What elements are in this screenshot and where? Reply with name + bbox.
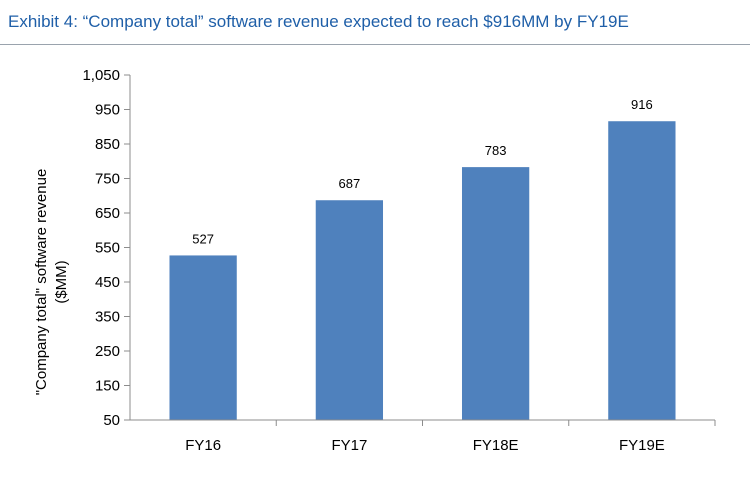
chart-axes — [129, 75, 715, 421]
data-label-fy17: 687 — [339, 176, 361, 191]
data-label-fy16: 527 — [192, 231, 214, 246]
bar-series — [169, 121, 676, 420]
x-category-label-fy18e: FY18E — [473, 437, 519, 454]
x-axis-category-labels: FY16 FY17 FY18E FY19E — [185, 420, 716, 454]
x-category-label-fy17: FY17 — [331, 437, 367, 454]
x-category-label-fy16: FY16 — [185, 437, 221, 454]
x-category-label-fy19e: FY19E — [619, 437, 665, 454]
y-tick-label: 850 — [95, 136, 120, 153]
y-tick-label: 650 — [95, 205, 120, 222]
y-tick-label: 750 — [95, 171, 120, 188]
y-axis-ticks: 50 150 250 350 450 550 650 750 850 950 1,050 — [82, 67, 130, 429]
y-axis-title-line-2: ($MM) — [53, 260, 70, 303]
y-tick-label: 50 — [103, 412, 120, 429]
data-labels: 527 687 783 916 — [192, 97, 652, 246]
title-divider — [0, 44, 750, 45]
bar-fy19e — [608, 121, 676, 420]
y-tick-label: 350 — [95, 309, 120, 326]
y-tick-label: 450 — [95, 274, 120, 291]
y-axis-title-line-1: "Company total" software revenue — [33, 169, 50, 396]
y-tick-label: 950 — [95, 102, 120, 119]
bar-fy16 — [169, 255, 237, 420]
bar-fy17 — [315, 200, 384, 420]
y-tick-label: 550 — [95, 240, 120, 257]
bar-fy18e — [461, 167, 530, 420]
y-tick-label: 1,050 — [82, 67, 120, 84]
y-tick-label: 250 — [95, 343, 120, 360]
exhibit-title: Exhibit 4: “Company total” software reve… — [8, 12, 629, 31]
y-tick-label: 150 — [95, 378, 120, 395]
y-axis-title: "Company total" software revenue ($MM) — [33, 169, 70, 396]
data-label-fy19e: 916 — [631, 97, 653, 112]
data-label-fy18e: 783 — [485, 143, 507, 158]
